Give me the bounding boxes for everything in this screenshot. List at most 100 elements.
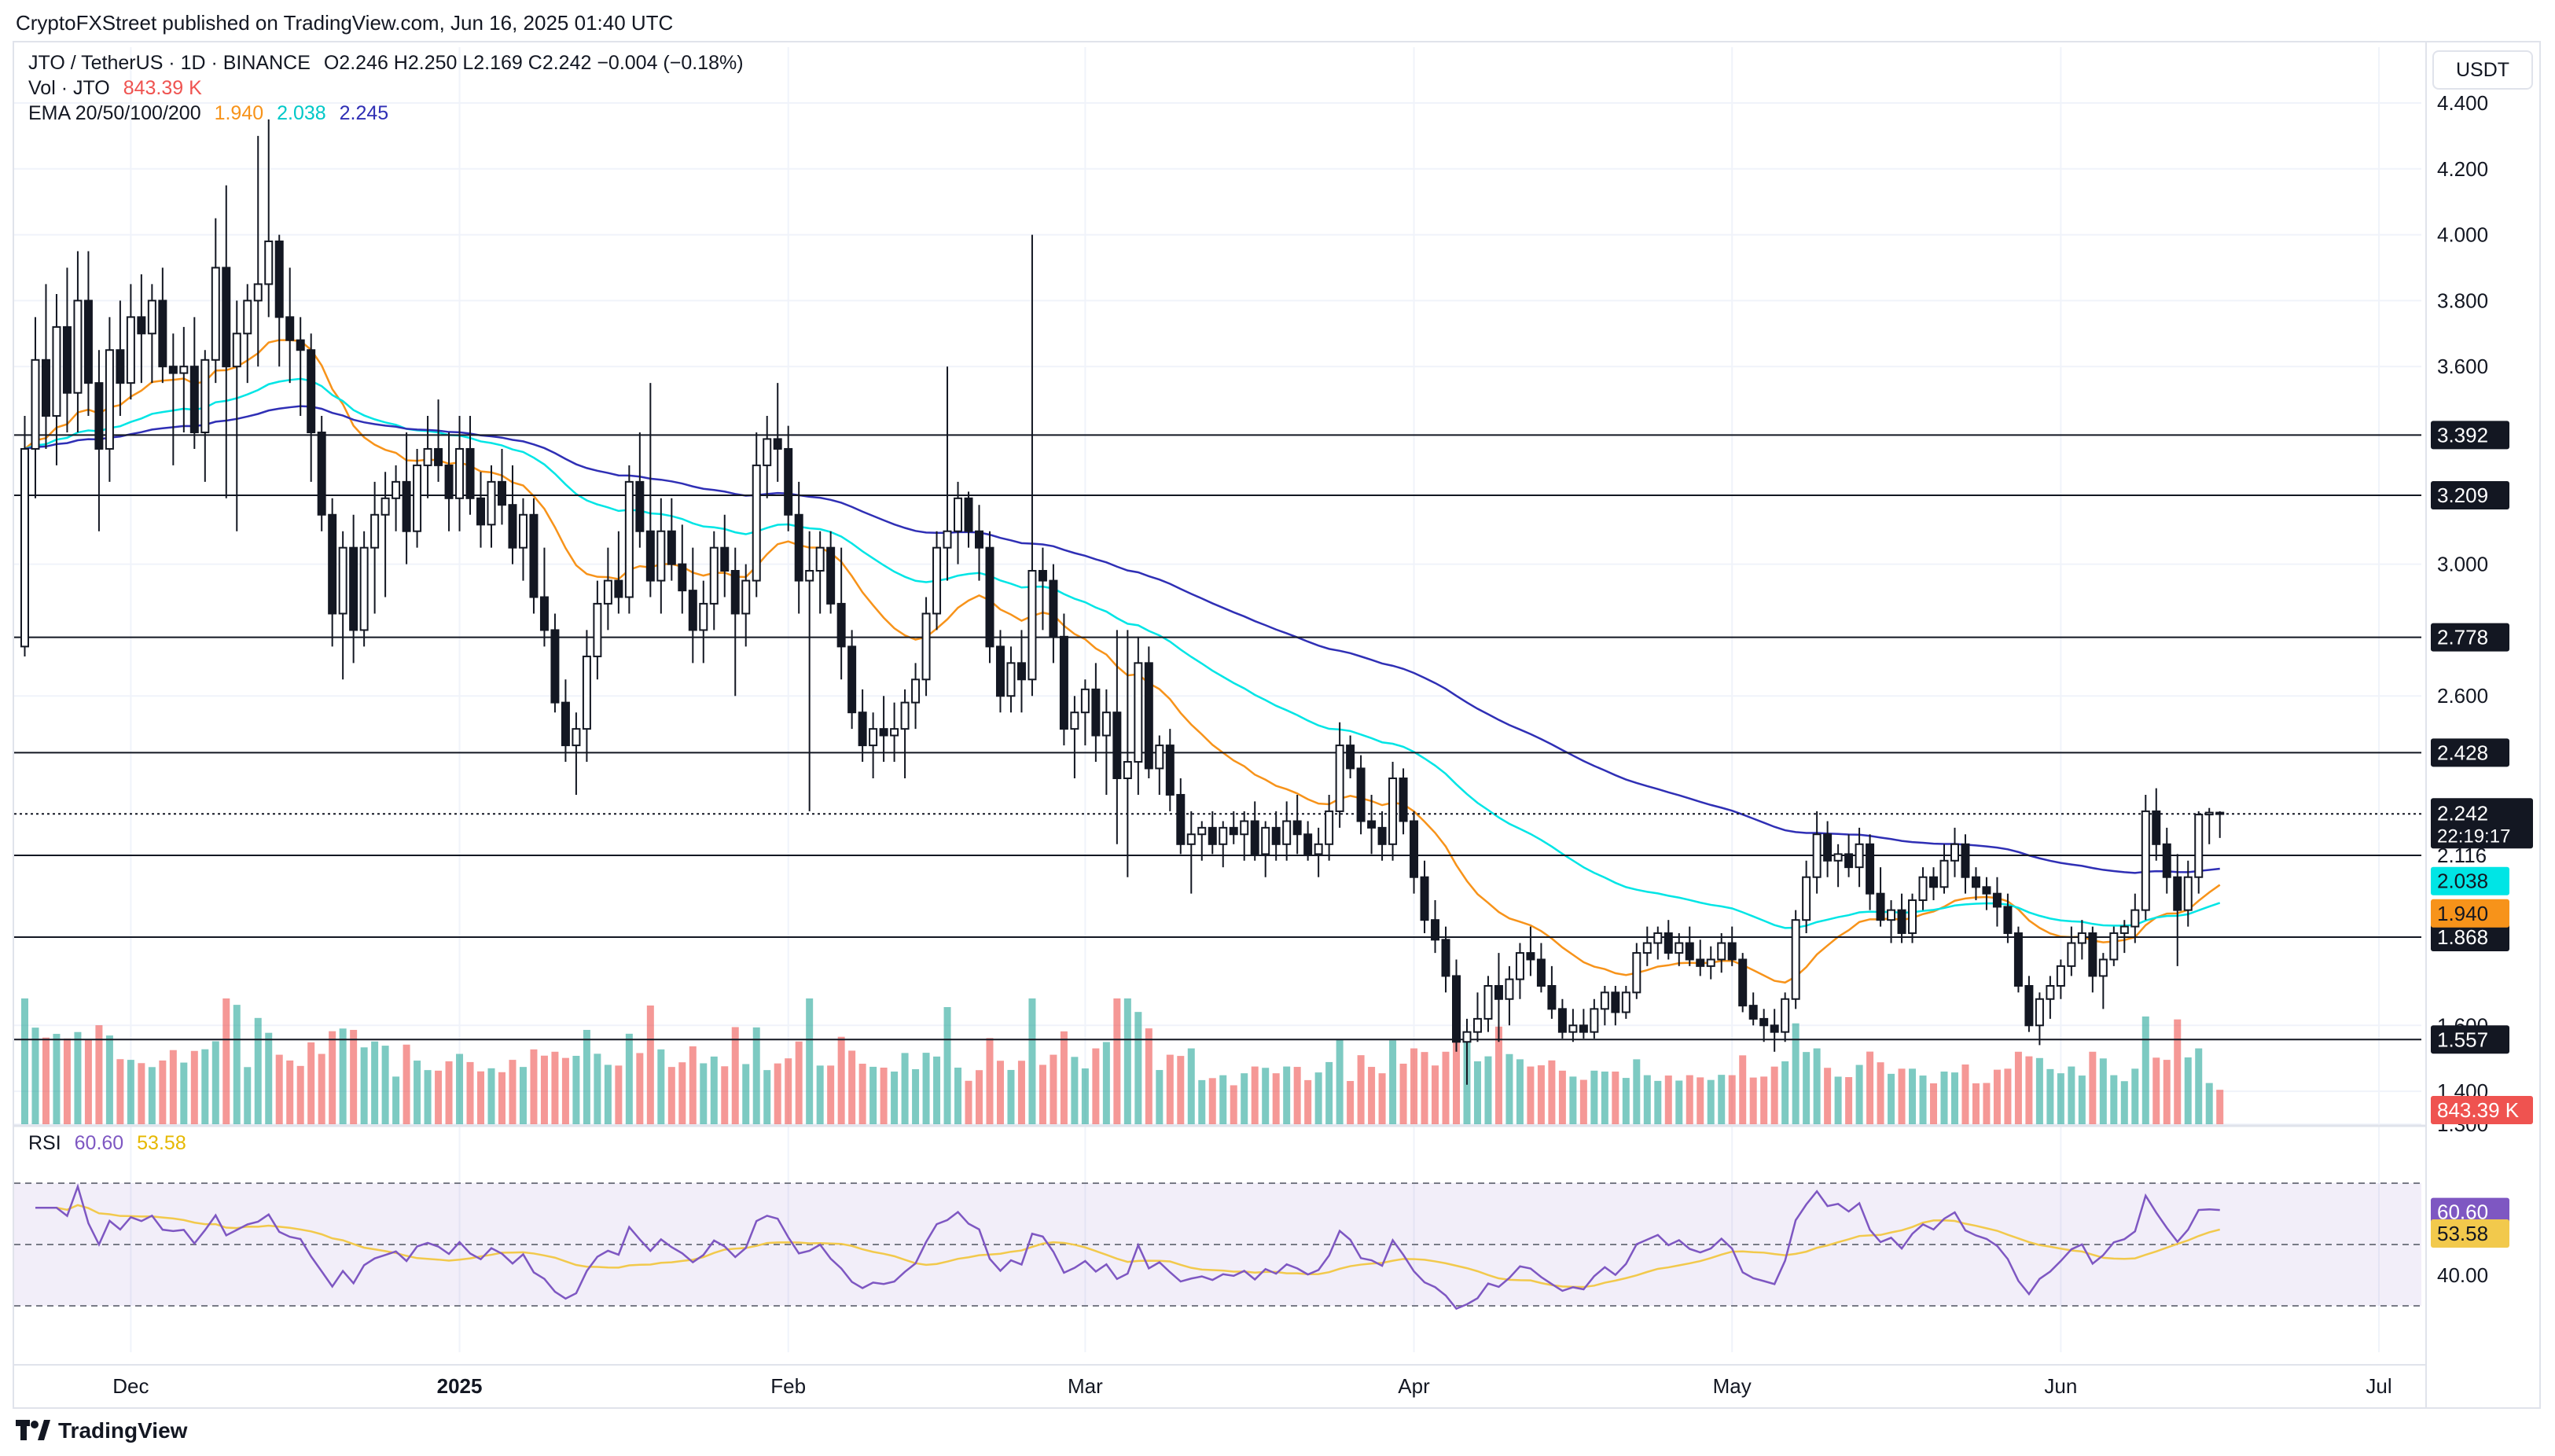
x-axis-tick-label: Jul [2366, 1374, 2391, 1398]
legend-rsi-label[interactable]: RSI [28, 1132, 61, 1154]
candle-up [2109, 932, 2119, 961]
volume-bar [1940, 1072, 1948, 1124]
volume-bar [456, 1053, 464, 1124]
candle-down [1961, 843, 1970, 878]
ema-20-price-label: 1.940 [2437, 902, 2488, 925]
volume-bar [435, 1070, 443, 1124]
volume-bar [1601, 1072, 1608, 1124]
candle-down [1876, 892, 1885, 921]
candle-up [359, 546, 369, 631]
legend-ema-label[interactable]: EMA 20/50/100/200 [28, 102, 201, 124]
volume-bar [1314, 1072, 1322, 1124]
volume-bar [509, 1060, 517, 1124]
candle-down [614, 579, 623, 598]
last-price-box [2431, 798, 2533, 849]
candle-down [158, 300, 167, 368]
candle-down [836, 602, 846, 648]
volume-bar [1961, 1064, 1969, 1124]
candle-down [189, 366, 199, 434]
volume-bar [1760, 1076, 1768, 1124]
volume-bar [105, 1035, 113, 1124]
candle-up [2141, 810, 2150, 911]
candle-up [1939, 859, 1949, 888]
candle-down [529, 513, 539, 598]
candle-down [1410, 820, 1419, 878]
candle-down [1844, 853, 1854, 869]
candle-up [1642, 942, 1652, 954]
candle-down [985, 546, 994, 648]
currency-selector[interactable]: USDT [2432, 50, 2533, 90]
volume-bar [2035, 1057, 2043, 1124]
volume-bar [1972, 1083, 1980, 1124]
volume-bar [1283, 1066, 1291, 1124]
volume-bar [646, 1005, 654, 1124]
price-labels-layer: 3.3923.2092.7782.4282.1161.8681.5572.245… [2431, 421, 2533, 1124]
level-price-label: 2.428 [2437, 741, 2488, 764]
candle-down [1441, 939, 1450, 977]
volume-bar [1156, 1070, 1164, 1124]
x-axis-tick-label: May [1713, 1374, 1752, 1398]
candle-up [603, 579, 612, 605]
candle-down [1420, 876, 1429, 921]
volume-bar [1421, 1052, 1428, 1124]
candle-down [1399, 778, 1408, 822]
level-price-label-bg [2431, 421, 2509, 450]
candle-down [1557, 1008, 1567, 1033]
volume-bar [381, 1046, 389, 1124]
volume-bar [1579, 1079, 1587, 1124]
candle-up [243, 300, 252, 335]
legend-symbol[interactable]: JTO / TetherUS · 1D · BINANCE [28, 52, 311, 74]
volume-bar [2163, 1060, 2171, 1124]
volume-bar [127, 1060, 134, 1124]
volume-bar [1675, 1080, 1683, 1124]
candle-down [274, 240, 284, 318]
volume-bar [1166, 1054, 1174, 1124]
candle-up [1706, 958, 1715, 967]
level-price-label: 3.209 [2437, 483, 2488, 507]
volume-bar [763, 1070, 771, 1124]
legend-rsi-ma-value: 53.58 [137, 1132, 186, 1154]
level-price-label: 3.392 [2437, 423, 2488, 447]
volume-bar [561, 1057, 569, 1124]
x-axis-tick-label: Jun [2044, 1374, 2077, 1398]
volume-bar [1050, 1054, 1057, 1124]
volume-bar [848, 1050, 856, 1124]
candle-up [2035, 998, 2044, 1027]
volume-bar [477, 1071, 485, 1124]
candle-down [444, 464, 454, 499]
volume-bar [2004, 1068, 2012, 1124]
candle-up [1802, 876, 1811, 921]
candle-down [1208, 826, 1217, 845]
tradingview-logo[interactable]: TradingView [16, 1418, 187, 1443]
candle-down [1982, 886, 1991, 895]
legend-vol-label[interactable]: Vol · JTO [28, 77, 110, 99]
candle-up [2046, 985, 2055, 1000]
candle-up [1134, 662, 1143, 763]
volume-bar [487, 1068, 495, 1124]
candle-up [1325, 810, 1334, 845]
rsi-axis-tick-label: 40.00 [2437, 1263, 2488, 1287]
candle-up [253, 283, 263, 302]
volume-layer [20, 998, 2224, 1124]
candle-up [1812, 833, 1822, 878]
candle-down [2215, 811, 2225, 815]
volume-bar [307, 1042, 315, 1124]
volume-bar [2025, 1056, 2033, 1124]
rsi-value-tag-bg [2431, 1197, 2509, 1226]
volume-bar [1113, 998, 1121, 1124]
ema-20-price-label-bg [2431, 899, 2509, 928]
volume-bar [1432, 1065, 1439, 1124]
candle-up [338, 546, 347, 615]
candle-up [423, 447, 432, 466]
volume-bar [1877, 1062, 1884, 1124]
volume-bar [2089, 1051, 2097, 1124]
candle-up [1335, 745, 1344, 812]
volume-bar [1484, 1056, 1492, 1124]
candle-down [2173, 876, 2182, 911]
volume-bar [519, 1067, 527, 1124]
candle-up [518, 513, 528, 549]
volume-bar [636, 1053, 644, 1124]
candle-up [741, 579, 751, 615]
volume-bar [795, 1041, 803, 1124]
